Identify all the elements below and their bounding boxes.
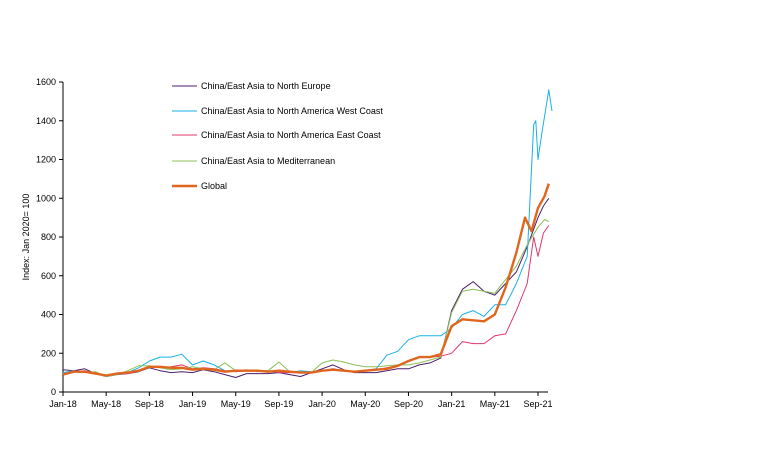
y-tick-label: 1000 xyxy=(36,193,56,203)
x-tick-label: Sep-18 xyxy=(135,399,164,409)
series-line-2 xyxy=(62,225,550,376)
series-line-0 xyxy=(62,198,550,378)
x-tick-label: Jan-19 xyxy=(179,399,207,409)
y-tick-label: 0 xyxy=(51,387,56,397)
x-tick-label: Jan-20 xyxy=(308,399,336,409)
y-tick-label: 1600 xyxy=(36,77,56,87)
y-tick-label: 1400 xyxy=(36,116,56,126)
legend-label: China/East Asia to North Europe xyxy=(201,81,331,91)
series-lines xyxy=(62,89,553,378)
legend-item-3: China/East Asia to Mediterranean xyxy=(172,156,335,166)
legend-item-1: China/East Asia to North America West Co… xyxy=(172,106,383,116)
y-tick-label: 800 xyxy=(41,232,56,242)
x-tick-label: Jan-21 xyxy=(438,399,466,409)
x-tick-label: Sep-21 xyxy=(523,399,552,409)
y-tick-label: 200 xyxy=(41,348,56,358)
legend-item-4: Global xyxy=(172,181,227,191)
legend-item-0: China/East Asia to North Europe xyxy=(172,81,331,91)
series-line-3 xyxy=(62,219,550,377)
x-tick-label: Sep-19 xyxy=(264,399,293,409)
axes: 0 200 400 600 800 1000 1200 1400 1600 Jan-18 May-1… xyxy=(36,77,553,409)
y-tick-label: 1200 xyxy=(36,155,56,165)
x-tick-label: May-18 xyxy=(91,399,121,409)
series-line-4 xyxy=(62,183,550,377)
legend-label: China/East Asia to Mediterranean xyxy=(201,156,335,166)
y-tick-label: 400 xyxy=(41,310,56,320)
legend-label: Global xyxy=(201,181,227,191)
legend-label: China/East Asia to North America West Co… xyxy=(201,106,383,116)
legend: China/East Asia to North Europe China/Eas… xyxy=(172,81,383,191)
x-tick-label: Sep-20 xyxy=(394,399,423,409)
x-tick-label: Jan-18 xyxy=(49,399,77,409)
x-tick-label: May-19 xyxy=(221,399,251,409)
legend-item-2: China/East Asia to North America East Co… xyxy=(172,130,381,140)
legend-label: China/East Asia to North America East Co… xyxy=(201,130,381,140)
y-axis-label: Index: Jan 2020= 100 xyxy=(21,194,31,281)
x-tick-label: May-20 xyxy=(350,399,380,409)
x-tick-label: May-21 xyxy=(480,399,510,409)
y-tick-label: 600 xyxy=(41,271,56,281)
